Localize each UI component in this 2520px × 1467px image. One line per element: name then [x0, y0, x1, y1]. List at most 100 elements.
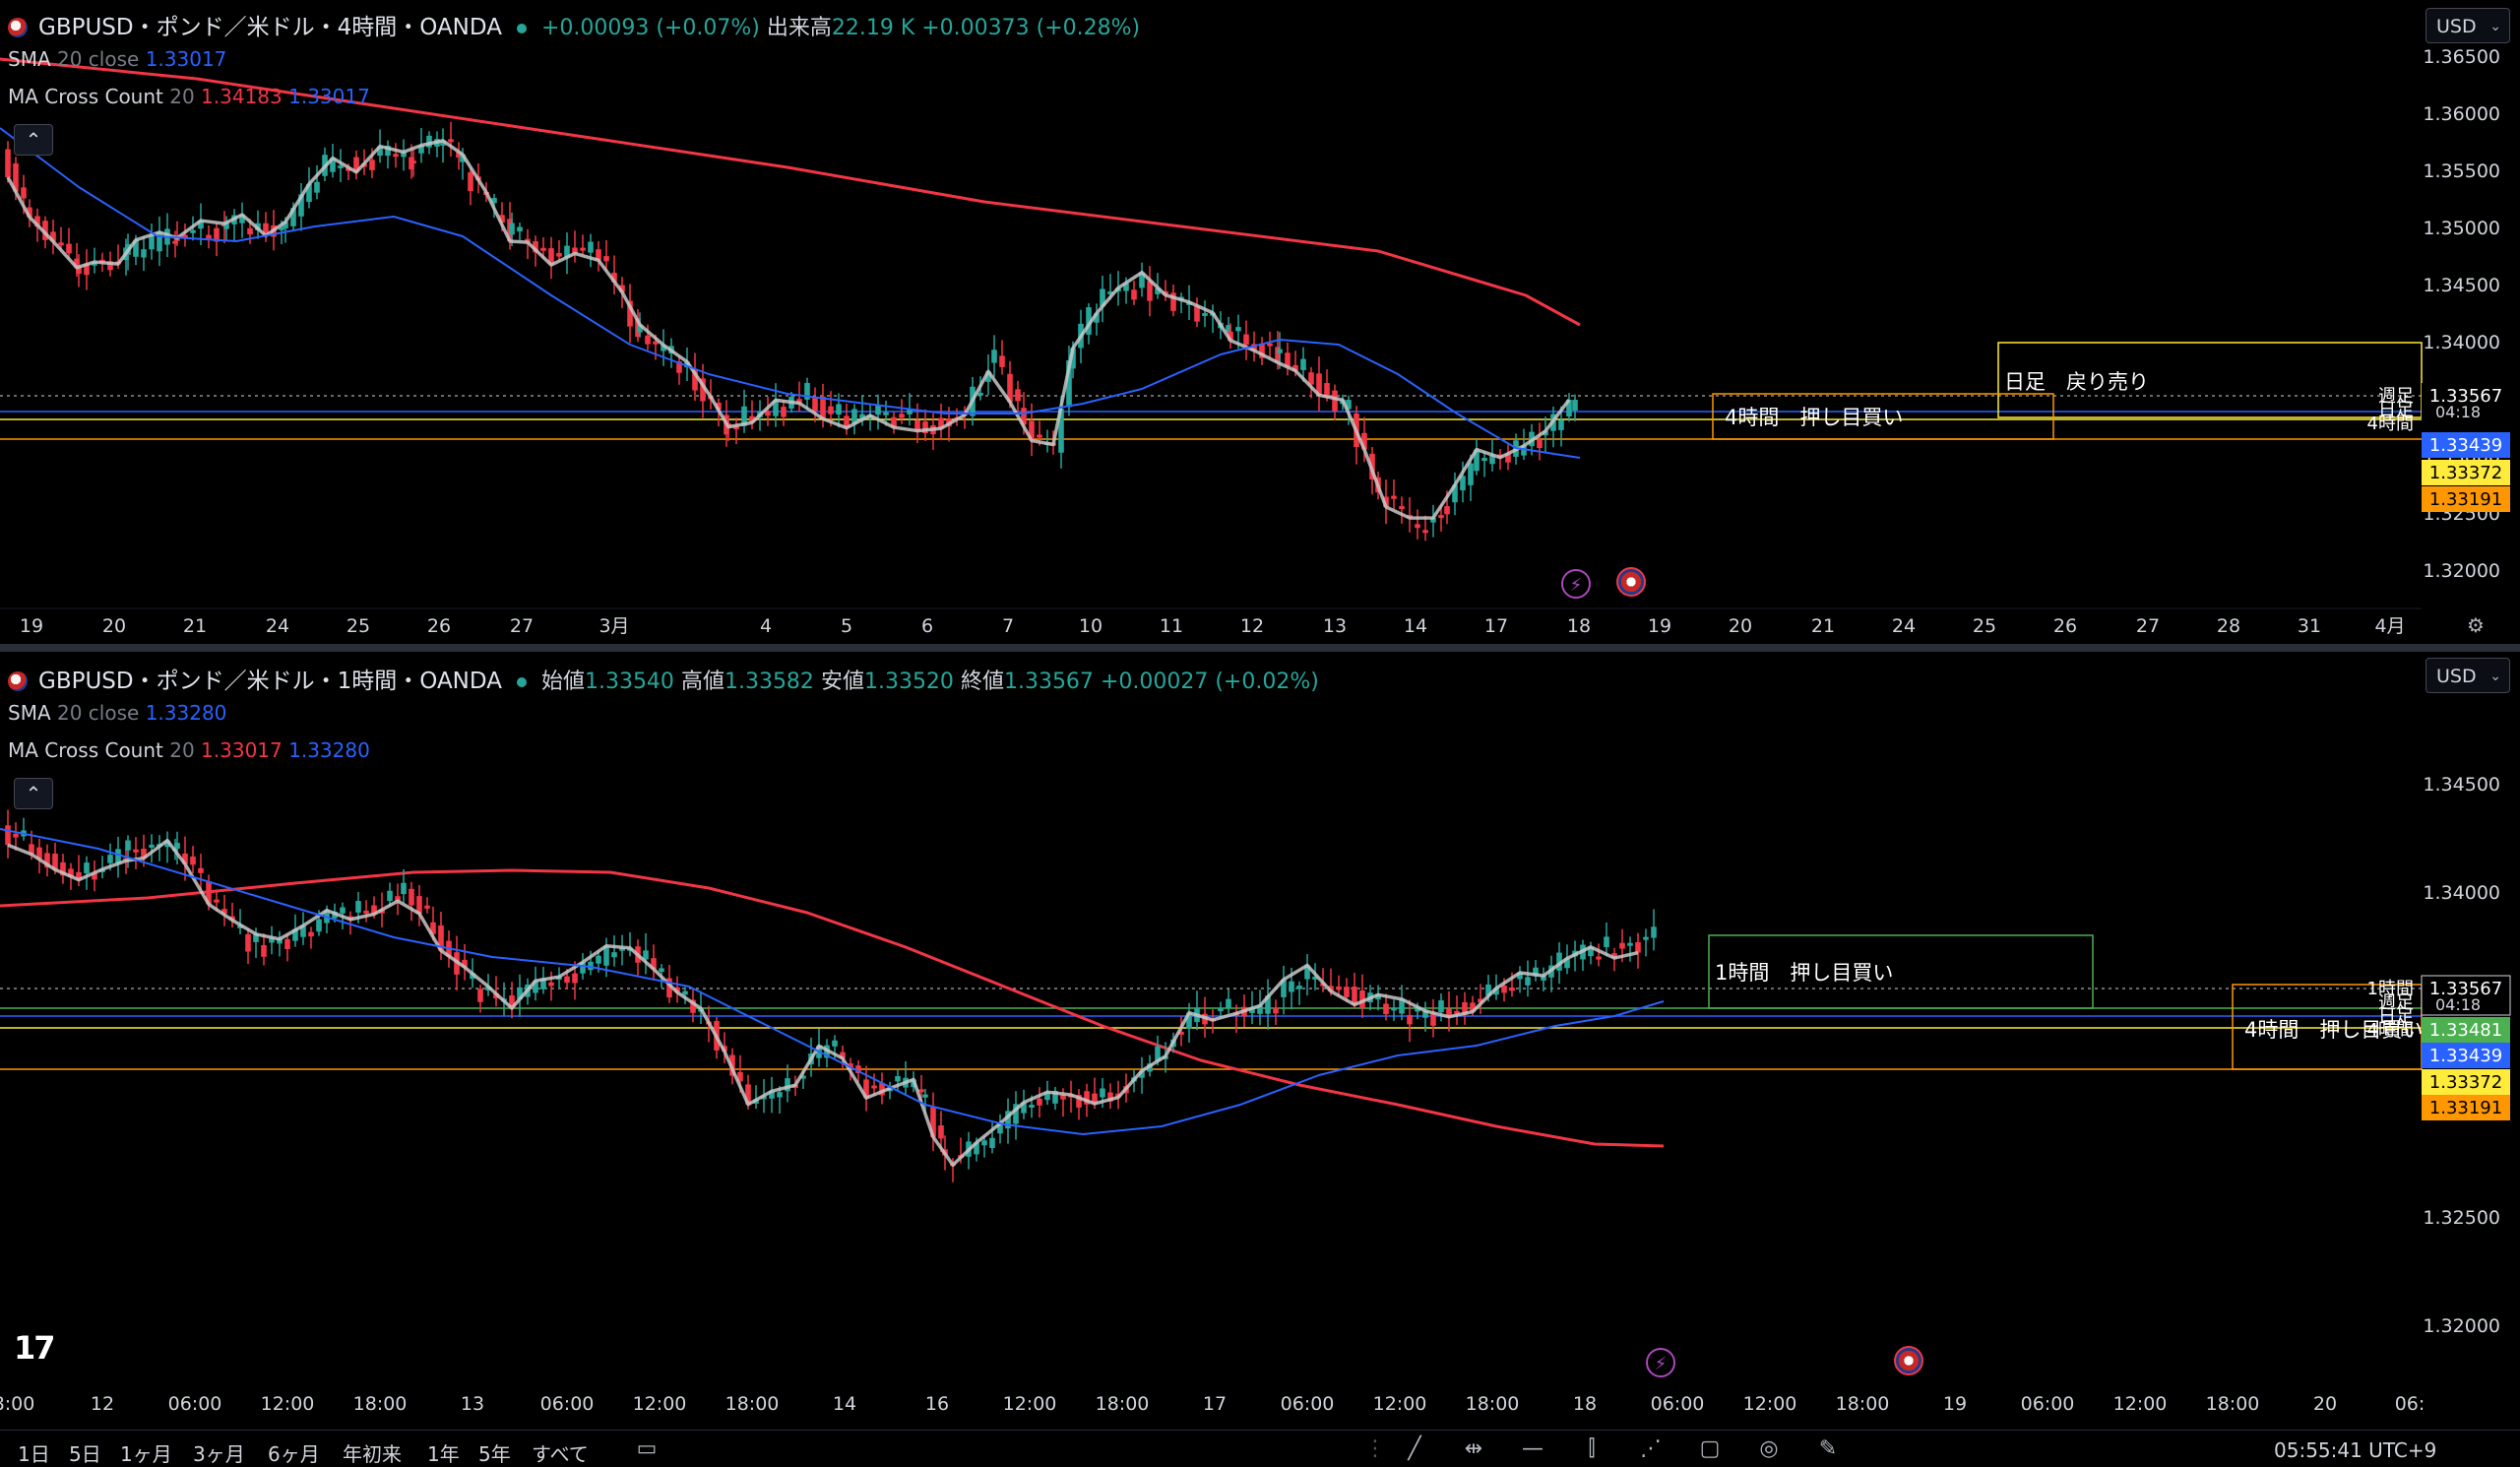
price-axis-label: 1.34500 — [2423, 275, 2500, 296]
collapse-legend-button[interactable]: ⌃ — [14, 124, 53, 156]
candle-body — [60, 861, 66, 876]
candle-body — [863, 1079, 869, 1099]
candle-body — [371, 905, 377, 915]
candle-body — [424, 905, 430, 909]
sma-legend[interactable]: SMA 20 close 1.33280 — [8, 701, 226, 725]
candle-body — [851, 409, 857, 424]
range-1m-button[interactable]: 1ヶ月 — [120, 1442, 172, 1466]
price-tag — [2422, 486, 2510, 512]
candle-body — [13, 162, 19, 192]
pattern-tool-icon[interactable]: ⋰ — [1640, 1436, 1662, 1461]
candle-body — [1336, 986, 1342, 990]
measure-tool-icon[interactable]: ⫿ — [1588, 1436, 1596, 1461]
time-axis-label: 06:00 — [1651, 1393, 1705, 1415]
event-bolt-icon[interactable]: ⚡ — [1561, 569, 1591, 599]
candle-body — [21, 187, 27, 199]
time-axis-label: 06: — [2395, 1393, 2426, 1415]
fib-tool-icon[interactable]: ⇹ — [1464, 1436, 1483, 1461]
candle-body — [279, 226, 284, 230]
time-axis-label: 12:00 — [1743, 1393, 1797, 1415]
pen-tool-icon[interactable]: ✎ — [1818, 1436, 1838, 1461]
chart-pane-1h[interactable]: 1.345001.340001.335001.330001.325001.320… — [0, 652, 2520, 1430]
range-5d-button[interactable]: 5日 — [69, 1442, 101, 1466]
range-ytd-button[interactable]: 年初来 — [343, 1442, 402, 1466]
sma-line — [0, 828, 1665, 1135]
candle-body — [1517, 973, 1523, 980]
candle-body — [1013, 1104, 1019, 1124]
time-axis-label: 19 — [20, 615, 43, 637]
candle-body — [1446, 1008, 1452, 1017]
price-axis-label: 1.34000 — [2423, 332, 2500, 353]
brush-tool-icon[interactable]: ◎ — [1759, 1436, 1779, 1461]
candle-body — [340, 907, 346, 914]
rectangle-tool-icon[interactable]: ▢ — [1699, 1436, 1721, 1461]
currency-select[interactable]: USD ⌄ — [2426, 8, 2510, 43]
us-event-flag-icon[interactable] — [1894, 1346, 1923, 1375]
time-axis-label: 31 — [2298, 615, 2321, 637]
time-axis-label: 27 — [510, 615, 534, 637]
symbol-title[interactable]: GBPUSD・ポンド／米ドル・4時間・OANDA — [38, 15, 502, 40]
candle-body — [1178, 1031, 1184, 1035]
range-3m-button[interactable]: 3ヶ月 — [193, 1442, 245, 1466]
collapse-legend-button[interactable]: ⌃ — [14, 778, 53, 809]
utc-clock[interactable]: 05:55:41 UTC+9 — [2274, 1438, 2437, 1462]
candle-body — [470, 973, 475, 980]
range-6m-button[interactable]: 6ヶ月 — [268, 1442, 320, 1466]
candle-body — [283, 222, 288, 228]
candle-body — [974, 1142, 979, 1155]
candle-body — [44, 853, 50, 868]
currency-select[interactable]: USD ⌄ — [2426, 658, 2510, 693]
candle-body — [509, 223, 515, 235]
range-1y-button[interactable]: 1年 — [427, 1442, 460, 1466]
candle-body — [985, 371, 991, 382]
candle-body — [1627, 942, 1633, 946]
candle-body — [765, 411, 771, 416]
symbol-title[interactable]: GBPUSD・ポンド／米ドル・1時間・OANDA — [38, 669, 502, 694]
gbpusd-flag-icon — [8, 18, 28, 37]
candle-body — [1346, 400, 1352, 410]
range-5y-button[interactable]: 5年 — [478, 1442, 511, 1466]
candle-body — [828, 406, 834, 415]
low-label: 安値 — [820, 670, 864, 694]
event-bolt-icon[interactable]: ⚡ — [1646, 1348, 1675, 1377]
time-axis-label: 4月 — [2374, 615, 2405, 637]
pane-divider[interactable] — [0, 644, 2520, 652]
price-change: +0.00027 (+0.02%) — [1100, 670, 1319, 694]
range-1d-button[interactable]: 1日 — [18, 1442, 50, 1466]
candle-body — [1147, 281, 1153, 301]
ma-cross-legend[interactable]: MA Cross Count 20 1.33017 1.33280 — [8, 738, 370, 762]
horizontal-line-tool-icon[interactable]: — — [1522, 1436, 1544, 1461]
level-label: 週足 — [2378, 992, 2414, 1013]
price-axis-label: 1.32000 — [2423, 560, 2500, 582]
candle-body — [1170, 292, 1176, 311]
time-axis-label: 06:00 — [1281, 1393, 1335, 1415]
candle-body — [1285, 352, 1291, 367]
drag-handle-icon[interactable]: ⋮ — [1364, 1436, 1386, 1461]
candle-body — [690, 999, 696, 1013]
candle-body — [1226, 998, 1231, 1008]
chart-pane-4h[interactable]: 1.36500 1.36000 1.35500 1.35000 1.34500 1.340… — [0, 0, 2520, 644]
chart-canvas-1h[interactable]: 1.345001.340001.335001.330001.325001.320… — [0, 652, 2520, 1430]
price-tag-text: 1.33372 — [2429, 1072, 2502, 1093]
chart-canvas-4h[interactable]: 1.36500 1.36000 1.35500 1.35000 1.34500 1.340… — [0, 0, 2520, 644]
candle-body — [13, 833, 19, 838]
us-event-flag-icon[interactable] — [1616, 567, 1646, 597]
range-all-button[interactable]: すべて — [532, 1442, 589, 1466]
trendline-tool-icon[interactable]: ╱ — [1408, 1436, 1421, 1461]
candle-body — [314, 181, 320, 193]
price-axis-label: 1.35000 — [2423, 218, 2500, 239]
macc-value-2: 1.33017 — [288, 85, 370, 108]
date-range-icon[interactable]: ▭ — [636, 1436, 658, 1461]
candle-body — [1462, 1001, 1468, 1015]
candle-body — [1021, 1102, 1027, 1114]
candle-body — [1391, 495, 1397, 499]
settings-gear-icon[interactable]: ⚙ — [2467, 613, 2485, 637]
ma-cross-legend[interactable]: MA Cross Count 20 1.34183 1.33017 — [8, 85, 370, 108]
candle-body — [141, 249, 147, 258]
candle-body — [812, 397, 818, 412]
candle-body — [871, 1085, 877, 1089]
candle-body — [1470, 1002, 1476, 1012]
candle-body — [548, 248, 554, 266]
level-label: 4時間 — [2367, 1020, 2414, 1041]
sma-legend[interactable]: SMA 20 close 1.33017 — [8, 47, 226, 71]
